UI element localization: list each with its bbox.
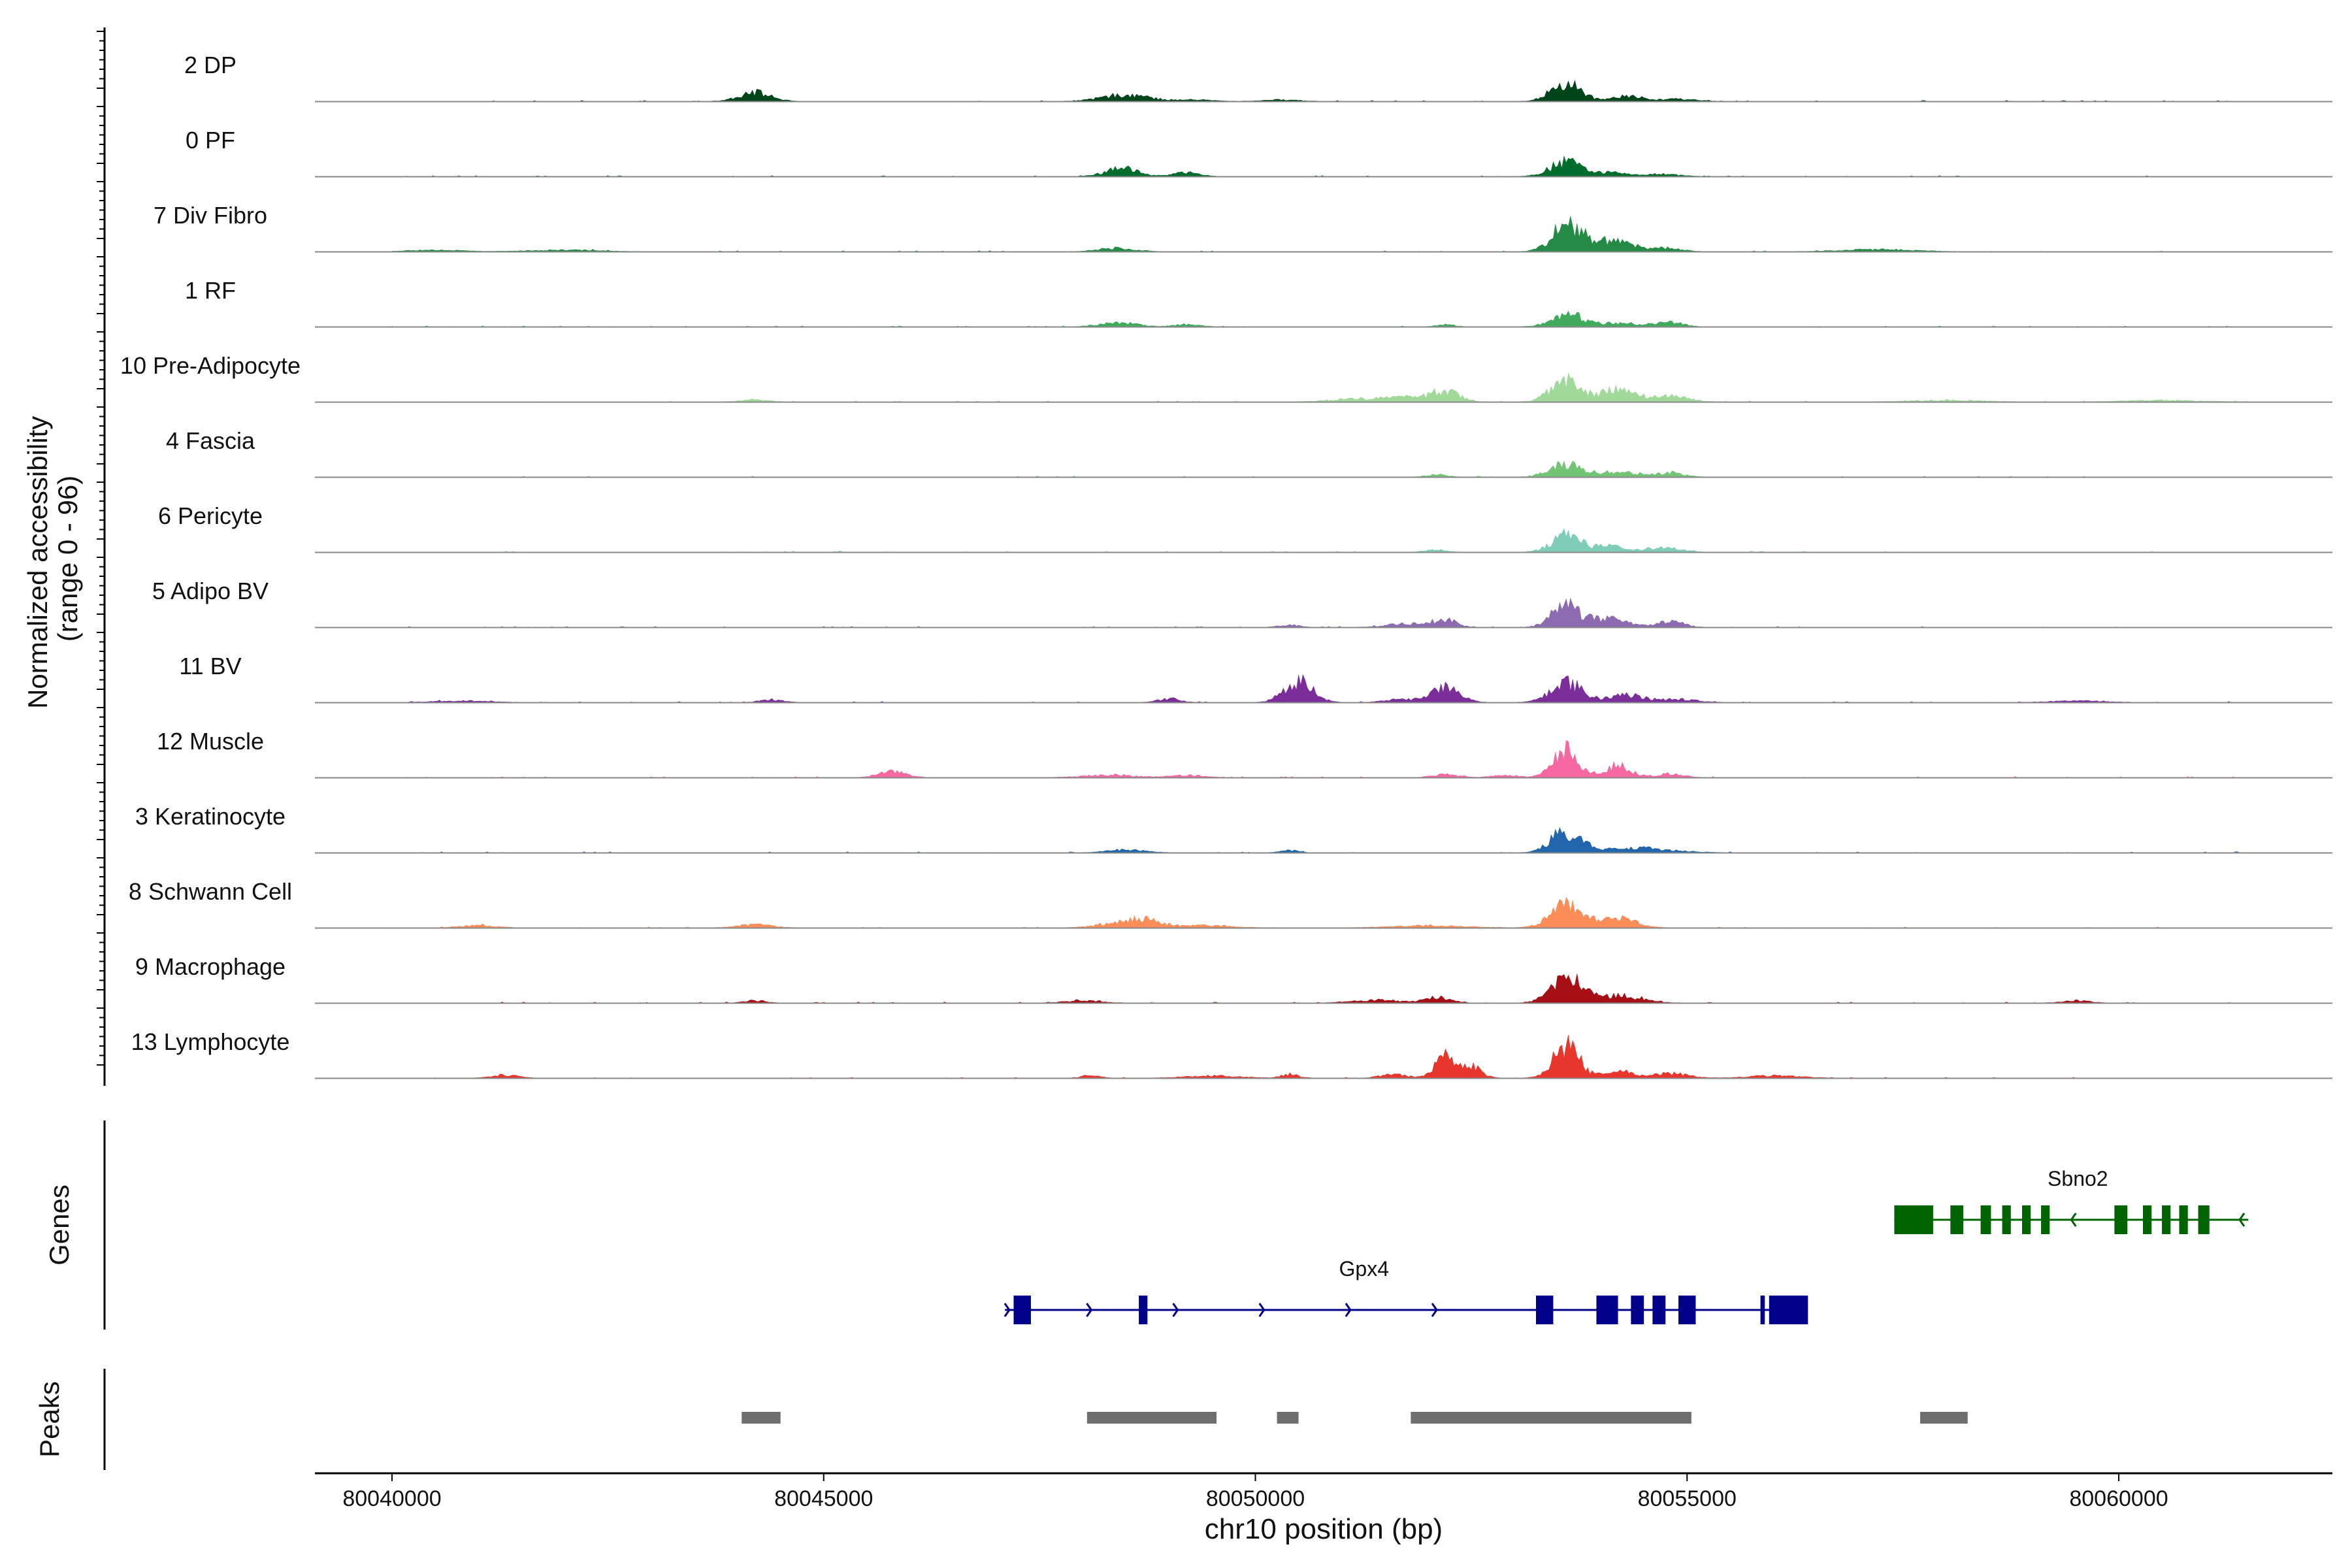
- gene-label-gpx4: Gpx4: [1339, 1257, 1389, 1281]
- coverage-area-11: [392, 826, 2249, 853]
- coverage-tracks: [315, 80, 2332, 1079]
- coverage-area-4: [391, 310, 2249, 327]
- coverage-area-3: [391, 216, 2249, 252]
- gene-exon: [1950, 1205, 1964, 1234]
- strand-arrow: [2238, 1213, 2246, 1227]
- genes-panel-label: Genes: [44, 1184, 74, 1266]
- gene-exon: [2041, 1205, 2050, 1234]
- coverage-area-7: [392, 528, 2249, 553]
- coverage-area-1: [392, 80, 2249, 102]
- track-label-7: 6 Pericyte: [158, 502, 263, 529]
- track-label-11: 3 Keratinocyte: [135, 803, 286, 830]
- peak-region-4: [1411, 1412, 1691, 1424]
- coverage-area-13: [392, 973, 2249, 1004]
- track-label-3: 7 Div Fibro: [154, 202, 267, 229]
- peak-region-5: [1920, 1412, 1968, 1424]
- peaks-panel-label: Peaks: [34, 1381, 65, 1458]
- gene-exon: [1769, 1296, 1808, 1324]
- gene-exon: [1631, 1296, 1644, 1324]
- track-label-1: 2 DP: [184, 52, 237, 78]
- track-label-9: 11 BV: [179, 653, 241, 679]
- peak-region-3: [1277, 1412, 1299, 1424]
- x-tick-label-5: 80060000: [2069, 1486, 2168, 1511]
- gene-exon: [2143, 1205, 2152, 1234]
- strand-arrow: [1258, 1303, 1266, 1317]
- x-tick-label-1: 80040000: [342, 1486, 441, 1511]
- y-axis-label: Normalized accessibility (range 0 - 96): [22, 408, 83, 709]
- gene-exon: [1980, 1205, 1991, 1234]
- track-label-2: 0 PF: [186, 127, 235, 154]
- track-label-12: 8 Schwann Cell: [129, 878, 292, 905]
- gene-exon: [2162, 1205, 2171, 1234]
- gene-label-sbno2: Sbno2: [2048, 1167, 2108, 1190]
- gene-exon: [2002, 1205, 2011, 1234]
- coverage-area-14: [392, 1034, 2249, 1079]
- x-tick-label-4: 80055000: [1638, 1486, 1737, 1511]
- coverage-area-9: [391, 674, 2249, 703]
- coverage-area-10: [392, 740, 2249, 778]
- track-label-8: 5 Adipo BV: [152, 578, 269, 604]
- gene-exon: [2198, 1205, 2210, 1234]
- gene-exon: [1678, 1296, 1696, 1324]
- strand-arrow: [1172, 1303, 1179, 1317]
- track-label-10: 12 Muscle: [157, 728, 264, 755]
- gene-exon: [1013, 1296, 1031, 1324]
- peak-region-2: [1086, 1412, 1217, 1424]
- gene-gpx4: Gpx4: [1004, 1257, 1808, 1324]
- track-label-13: 9 Macrophage: [135, 953, 286, 980]
- track-label-5: 10 Pre-Adipocyte: [120, 352, 301, 379]
- gene-exon: [1535, 1296, 1554, 1324]
- gene-exon: [1652, 1296, 1666, 1324]
- track-label-6: 4 Fascia: [166, 427, 255, 454]
- axes: 80040000 80045000 80050000 80055000 80060000: [97, 27, 2332, 1511]
- gene-exon: [2179, 1205, 2188, 1234]
- strand-arrow: [2070, 1213, 2077, 1227]
- y-axis-label-line1: Normalized accessibility: [22, 416, 53, 709]
- genes-panel: Gpx4 Sbno2: [103, 1120, 2249, 1330]
- strand-arrow: [1686, 1303, 1693, 1317]
- peaks-panel: [103, 1369, 1968, 1470]
- x-axis-label: chr10 position (bp): [1205, 1513, 1443, 1545]
- track-label-14: 13 Lymphocyte: [131, 1028, 290, 1055]
- strand-arrow: [1345, 1303, 1352, 1317]
- x-tick-label-2: 80045000: [774, 1486, 873, 1511]
- coverage-area-12: [391, 896, 2249, 928]
- coverage-area-8: [392, 597, 2249, 628]
- gene-exon: [1596, 1296, 1618, 1324]
- gene-exon: [1760, 1296, 1765, 1324]
- gene-exon: [2021, 1205, 2031, 1234]
- strand-arrow: [1086, 1303, 1093, 1317]
- y-axis-label-line2: (range 0 - 96): [52, 476, 83, 642]
- x-tick-label-3: 80050000: [1206, 1486, 1305, 1511]
- gene-exon: [1139, 1296, 1148, 1324]
- track-labels: 2 DP 0 PF 7 Div Fibro 1 RF 10 Pre-Adipocyte 4…: [120, 52, 301, 1055]
- gene-exon: [2114, 1205, 2128, 1234]
- coverage-area-5: [391, 372, 2249, 402]
- gene-sbno2: Sbno2: [1894, 1167, 2249, 1234]
- coverage-area-2: [392, 155, 2249, 177]
- coverage-area-6: [392, 460, 2249, 478]
- peak-region-1: [742, 1412, 781, 1424]
- track-label-4: 1 RF: [185, 277, 236, 304]
- strand-arrow: [1004, 1303, 1011, 1317]
- gene-exon: [1894, 1205, 1933, 1234]
- strand-arrow: [1431, 1303, 1438, 1317]
